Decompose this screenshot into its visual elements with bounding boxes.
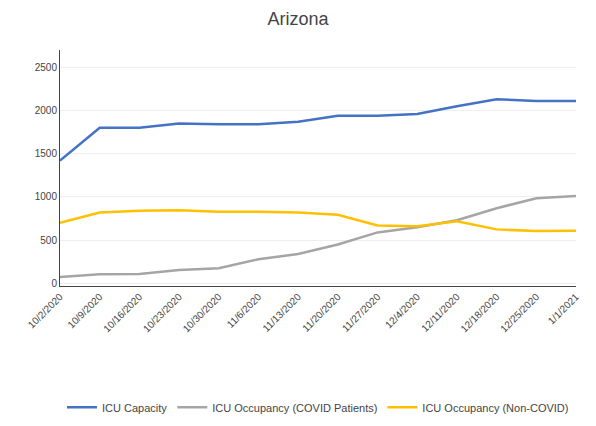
svg-text:10/2/2020: 10/2/2020 <box>26 291 66 331</box>
svg-text:500: 500 <box>40 235 57 246</box>
svg-text:10/9/2020: 10/9/2020 <box>65 291 105 331</box>
svg-text:ICU Capacity: ICU Capacity <box>102 402 167 414</box>
svg-text:1500: 1500 <box>35 148 58 159</box>
svg-text:2000: 2000 <box>35 105 58 116</box>
svg-text:11/6/2020: 11/6/2020 <box>225 291 264 330</box>
svg-text:ICU Occupancy (Non-COVID): ICU Occupancy (Non-COVID) <box>422 402 568 414</box>
svg-text:11/13/2020: 11/13/2020 <box>260 291 303 334</box>
svg-text:Arizona: Arizona <box>267 9 329 29</box>
svg-text:ICU Occupancy (COVID Patients): ICU Occupancy (COVID Patients) <box>212 402 377 414</box>
svg-text:12/25/2020: 12/25/2020 <box>498 291 541 334</box>
svg-text:10/23/2020: 10/23/2020 <box>141 291 184 334</box>
svg-text:1000: 1000 <box>35 191 58 202</box>
svg-text:12/4/2020: 12/4/2020 <box>383 291 423 331</box>
svg-text:12/11/2020: 12/11/2020 <box>419 291 462 334</box>
svg-text:12/18/2020: 12/18/2020 <box>458 291 501 334</box>
svg-text:11/27/2020: 11/27/2020 <box>340 291 383 334</box>
svg-text:0: 0 <box>51 278 57 289</box>
svg-text:10/16/2020: 10/16/2020 <box>101 291 144 334</box>
svg-text:1/1/2021: 1/1/2021 <box>546 291 582 327</box>
svg-text:10/30/2020: 10/30/2020 <box>181 291 224 334</box>
svg-text:2500: 2500 <box>35 62 58 73</box>
svg-text:11/20/2020: 11/20/2020 <box>300 291 343 334</box>
